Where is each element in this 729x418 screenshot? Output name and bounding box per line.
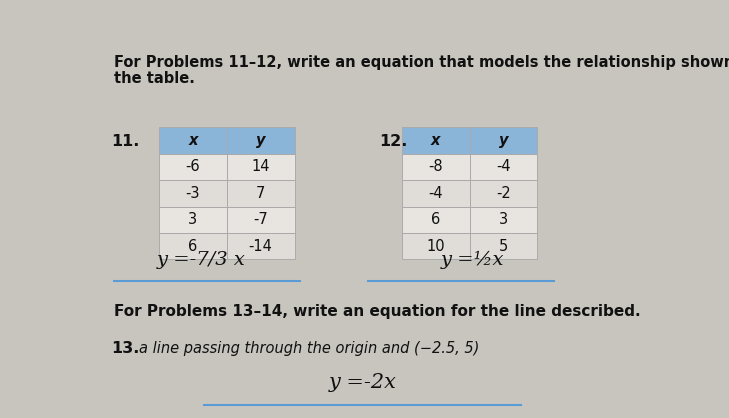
Text: -3: -3 bbox=[186, 186, 200, 201]
Bar bbox=[227, 233, 295, 259]
Bar bbox=[227, 154, 295, 180]
Bar bbox=[402, 206, 469, 233]
Bar bbox=[159, 233, 227, 259]
Bar bbox=[402, 180, 469, 206]
Text: -4: -4 bbox=[496, 160, 511, 174]
Text: y =-2x: y =-2x bbox=[328, 373, 397, 393]
Bar bbox=[227, 206, 295, 233]
Text: 14: 14 bbox=[252, 160, 270, 174]
Bar bbox=[469, 154, 537, 180]
Bar bbox=[159, 154, 227, 180]
Bar bbox=[402, 154, 469, 180]
Text: a line passing through the origin and (−2.5, 5): a line passing through the origin and (−… bbox=[139, 341, 480, 356]
Text: 6: 6 bbox=[431, 212, 440, 227]
Text: For Problems 13–14, write an equation for the line described.: For Problems 13–14, write an equation fo… bbox=[114, 304, 640, 319]
Text: 12.: 12. bbox=[379, 135, 408, 149]
Text: 3: 3 bbox=[499, 212, 508, 227]
Text: y: y bbox=[499, 133, 508, 148]
Bar bbox=[469, 180, 537, 206]
Bar bbox=[469, 127, 537, 154]
Text: x: x bbox=[188, 133, 198, 148]
Bar bbox=[469, 233, 537, 259]
Text: 6: 6 bbox=[188, 239, 198, 254]
Text: -8: -8 bbox=[429, 160, 443, 174]
Bar bbox=[469, 206, 537, 233]
Text: x: x bbox=[431, 133, 440, 148]
Text: 7: 7 bbox=[256, 186, 265, 201]
Bar bbox=[159, 127, 227, 154]
Bar bbox=[402, 127, 469, 154]
Text: For Problems 11–12, write an equation that models the relationship shown in: For Problems 11–12, write an equation th… bbox=[114, 55, 729, 70]
Text: -7: -7 bbox=[253, 212, 268, 227]
Text: 3: 3 bbox=[188, 212, 198, 227]
Text: 11.: 11. bbox=[111, 135, 139, 149]
Text: -14: -14 bbox=[249, 239, 273, 254]
Text: y =½x: y =½x bbox=[441, 251, 504, 269]
Text: -4: -4 bbox=[429, 186, 443, 201]
Text: y: y bbox=[256, 133, 265, 148]
Bar bbox=[159, 180, 227, 206]
Text: -2: -2 bbox=[496, 186, 511, 201]
Bar bbox=[402, 233, 469, 259]
Text: 10: 10 bbox=[426, 239, 445, 254]
Text: 5: 5 bbox=[499, 239, 508, 254]
Bar bbox=[227, 180, 295, 206]
Text: y =-7/3 x: y =-7/3 x bbox=[157, 251, 246, 269]
Bar bbox=[227, 127, 295, 154]
Text: 13.: 13. bbox=[111, 341, 139, 356]
Text: the table.: the table. bbox=[114, 71, 195, 86]
Text: -6: -6 bbox=[185, 160, 200, 174]
Bar bbox=[159, 206, 227, 233]
